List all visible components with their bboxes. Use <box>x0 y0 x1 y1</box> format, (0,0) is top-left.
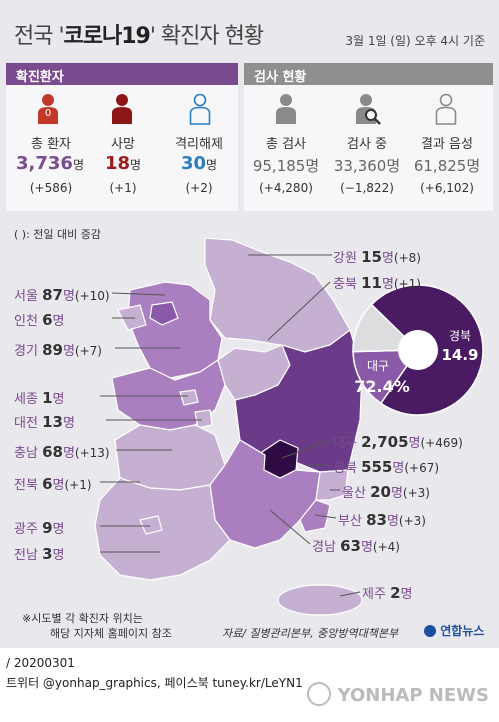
deaths-value: 18명 <box>104 153 142 174</box>
region-jeonnam <box>94 477 231 581</box>
tests-heading: 검사 현황 <box>244 63 493 85</box>
pie-label-daegu: 대구 <box>367 359 389 373</box>
region-jeju <box>277 584 363 616</box>
label-chungnam: 충남 68명(+13) <box>14 443 110 461</box>
patient-icon <box>36 93 60 129</box>
pie-slice-1 <box>352 349 420 405</box>
label-daegu: 대구 2,705명(+469) <box>333 433 463 451</box>
label-jeju: 제주 2명 <box>362 584 413 602</box>
patients-heading: 확진환자 <box>6 63 238 85</box>
released-icon <box>188 93 212 129</box>
map-note-1: ※시도별 각 확진자 위치는 <box>22 612 143 625</box>
total-patients-delta: (+586) <box>29 181 73 195</box>
released-delta: (+2) <box>185 181 213 195</box>
death-icon <box>110 93 134 129</box>
legend-note: ( ): 전일 대비 증감 <box>14 228 101 241</box>
source-text: 자료/ 질병관리본부, 중앙방역대책본부 <box>222 627 399 640</box>
region-sejong <box>179 389 199 406</box>
total-patients-value: 3,736명 <box>16 153 84 174</box>
test-person-icon <box>274 93 298 129</box>
label-chungbuk: 충북 11명(+1) <box>333 274 421 292</box>
pie-value-gyeongbuk: 14.9 <box>441 346 478 364</box>
region-gyeongbuk <box>234 329 363 473</box>
social-links: 트위터 @yonhap_graphics, 페이스북 tuney.kr/LeYN… <box>6 676 303 690</box>
negative-person-icon <box>434 93 458 129</box>
label-gyeongbuk: 경북 555명(+67) <box>333 458 440 476</box>
label-gwangju: 광주 9명 <box>14 519 65 537</box>
label-seoul: 서울 87명(+10) <box>14 286 110 304</box>
testing-label: 검사 중 <box>346 137 387 152</box>
region-ulsan <box>315 469 349 501</box>
pie-value-daegu: 72.4% <box>354 377 410 396</box>
testing-delta: (−1,822) <box>340 181 394 195</box>
released-value: 30명 <box>180 153 218 174</box>
label-gangwon: 강원 15명(+8) <box>333 248 421 266</box>
label-daejeon: 대전 13명 <box>14 413 75 431</box>
total-patients-label: 총 환자 <box>30 137 71 152</box>
watermark-logo-icon <box>307 682 332 706</box>
label-incheon: 인천 6명 <box>14 311 65 329</box>
total-tests-value: 95,185명 <box>252 157 320 175</box>
region-gwangju <box>139 515 163 535</box>
deaths-delta: (+1) <box>109 181 137 195</box>
deaths-label: 사망 <box>111 137 135 152</box>
infographic-card: 전국 '코로나19' 확진자 현황 3월 1일 (일) 오후 4시 기준 확진환… <box>0 0 499 648</box>
patients-panel: 확진환자 0 총 환자 사망 격리해제 3,736명 18명 30명 (+586… <box>6 63 238 211</box>
patient-icon-text: 0 <box>44 108 52 119</box>
negative-value: 61,825명 <box>413 157 481 175</box>
pie-chart: 대구 72.4% 경북 14.9 <box>352 284 484 416</box>
negative-label: 결과 음성 <box>421 137 473 152</box>
label-gyeongnam: 경남 63명(+4) <box>312 537 400 555</box>
yonhap-logo: 연합뉴스 <box>424 622 484 639</box>
yonhap-watermark: YONHAP NEWS <box>307 682 489 706</box>
tests-panel: 검사 현황 총 검사 검사 중 결과 음성 95,185명 33,360명 61… <box>244 63 493 211</box>
date-label: 3월 1일 (일) 오후 4시 기준 <box>345 34 485 48</box>
korea-map <box>94 237 363 616</box>
total-tests-delta: (+4,280) <box>259 181 313 195</box>
region-daejeon <box>194 409 213 429</box>
pie-hole <box>398 330 438 370</box>
date-code: / 20200301 <box>6 656 75 670</box>
label-jeonbuk: 전북 6명(+1) <box>14 475 92 493</box>
label-gyeonggi: 경기 89명(+7) <box>14 341 102 359</box>
pie-label-gyeongbuk: 경북 <box>449 329 471 343</box>
logo-circle-icon <box>424 625 436 637</box>
magnifier-person-icon <box>354 93 382 129</box>
label-busan: 부산 83명(+3) <box>338 511 426 529</box>
testing-value: 33,360명 <box>333 157 401 175</box>
label-jeonnam: 전남 3명 <box>14 545 65 563</box>
region-seoul <box>149 301 179 326</box>
released-label: 격리해제 <box>175 137 223 152</box>
page-title: 전국 '코로나19' 확진자 현황 <box>14 24 264 49</box>
negative-delta: (+6,102) <box>420 181 474 195</box>
label-sejong: 세종 1명 <box>14 389 65 407</box>
label-ulsan: 울산 20명(+3) <box>342 483 430 501</box>
map-note-2: 해당 지자체 홈페이지 참조 <box>50 627 172 640</box>
total-tests-label: 총 검사 <box>265 137 306 152</box>
